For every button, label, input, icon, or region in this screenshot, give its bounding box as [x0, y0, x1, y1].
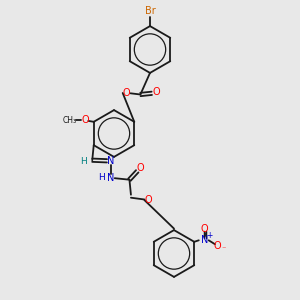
- Text: +: +: [207, 231, 213, 240]
- Text: O: O: [145, 195, 152, 205]
- Text: Br: Br: [145, 6, 155, 16]
- Text: N: N: [201, 235, 208, 245]
- Text: H: H: [98, 173, 105, 182]
- Text: O: O: [214, 241, 221, 251]
- Text: O: O: [136, 163, 144, 173]
- Text: O: O: [152, 87, 160, 97]
- Text: N: N: [107, 173, 115, 183]
- Text: O: O: [201, 224, 208, 234]
- Text: H: H: [80, 157, 87, 166]
- Text: N: N: [107, 156, 115, 166]
- Text: O: O: [123, 88, 130, 98]
- Text: ⁻: ⁻: [221, 245, 226, 254]
- Text: CH₃: CH₃: [63, 116, 77, 125]
- Text: O: O: [81, 115, 89, 125]
